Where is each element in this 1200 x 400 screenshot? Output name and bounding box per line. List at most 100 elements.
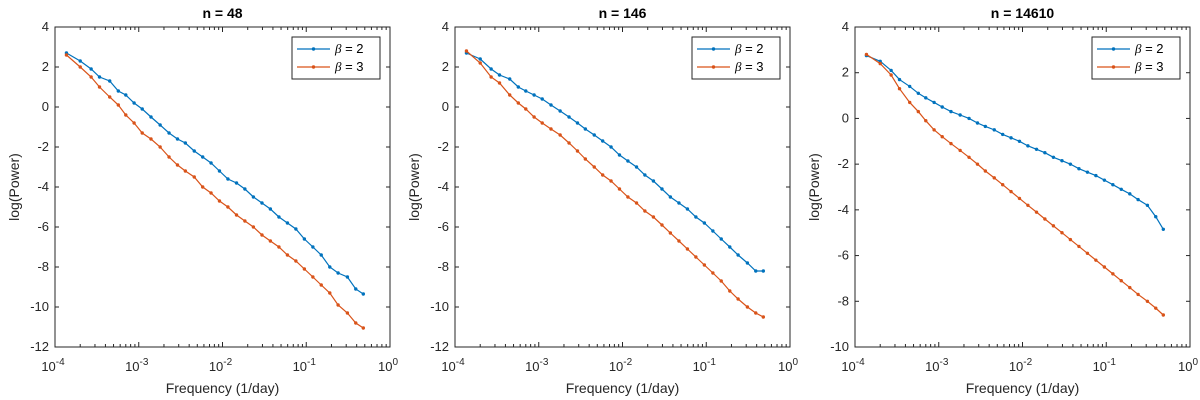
data-point (728, 289, 732, 293)
x-axis-label: Frequency (1/day) (166, 380, 280, 396)
data-point (167, 155, 171, 159)
data-point (583, 157, 588, 161)
data-point (532, 115, 536, 119)
data-point (1128, 192, 1132, 196)
data-point (583, 127, 588, 131)
data-point (736, 297, 740, 301)
y-tick-label: 4 (442, 19, 449, 34)
data-point (932, 100, 936, 105)
y-tick-label: -12 (430, 339, 449, 354)
chart-title: n = 14610 (991, 5, 1055, 21)
data-point (889, 73, 893, 77)
data-point (1154, 306, 1158, 310)
data-point (916, 109, 921, 114)
y-tick-label: -2 (837, 156, 849, 171)
data-point (234, 213, 239, 217)
data-point (1034, 147, 1039, 151)
data-point (992, 176, 996, 180)
data-point (497, 73, 502, 77)
data-point (967, 116, 971, 121)
legend-marker (711, 47, 716, 51)
series-beta-3 (64, 53, 366, 330)
data-point (97, 75, 102, 79)
legend-label: β = 3 (1134, 59, 1164, 74)
data-point (260, 233, 264, 237)
x-tick-label: 10-3 (925, 357, 949, 374)
y-tick-label: 0 (442, 99, 449, 114)
data-point (209, 161, 213, 165)
data-point (149, 115, 153, 119)
data-point (940, 135, 944, 139)
data-point (1051, 155, 1056, 159)
x-tick-label: 10-1 (1093, 357, 1117, 374)
y-tick-label: -2 (437, 139, 449, 154)
data-point (626, 159, 630, 163)
y-tick-label: 2 (842, 65, 849, 80)
data-point (600, 139, 605, 143)
data-point (1136, 292, 1140, 297)
data-point (617, 187, 622, 191)
data-point (108, 79, 112, 83)
data-point (285, 253, 290, 257)
data-point (1161, 313, 1166, 317)
data-point (132, 121, 136, 125)
data-point (524, 107, 528, 111)
data-point (1043, 151, 1047, 155)
data-point (949, 141, 953, 146)
data-point (268, 207, 273, 211)
y-axis-label: log(Power) (6, 153, 22, 221)
data-point (1009, 136, 1013, 140)
data-point (983, 124, 988, 129)
data-point (975, 121, 980, 125)
data-point (540, 121, 544, 125)
data-point (89, 67, 93, 71)
data-point (549, 103, 553, 107)
data-point (924, 96, 928, 100)
data-point (1077, 244, 1081, 249)
data-point (285, 221, 290, 225)
data-point (745, 261, 750, 265)
data-point (754, 311, 758, 315)
y-tick-label: -6 (837, 248, 849, 263)
data-point (234, 181, 239, 185)
data-point (940, 105, 944, 109)
data-point (685, 247, 690, 251)
data-point (361, 292, 366, 296)
data-point (1060, 231, 1064, 235)
data-point (1068, 237, 1073, 242)
y-tick-label: -10 (430, 299, 449, 314)
data-point (932, 128, 936, 132)
data-point (761, 315, 766, 319)
series-beta-2 (64, 51, 366, 296)
y-tick-label: -2 (37, 139, 49, 154)
data-point (1119, 187, 1123, 191)
data-point (78, 65, 82, 69)
legend-label: β = 3 (734, 59, 764, 74)
series-beta-3 (464, 49, 766, 319)
data-point (1000, 132, 1005, 137)
x-tick-label: 100 (378, 357, 398, 374)
data-point (958, 148, 962, 153)
data-point (1102, 265, 1107, 269)
data-point (478, 61, 482, 65)
data-point (516, 101, 521, 105)
data-point (702, 263, 707, 267)
data-point (354, 287, 358, 291)
y-tick-label: -10 (30, 299, 49, 314)
data-point (311, 245, 315, 249)
data-point (217, 169, 222, 173)
data-point (754, 269, 758, 273)
data-point (575, 149, 580, 153)
data-point (567, 115, 571, 119)
data-point (524, 89, 528, 93)
data-point (897, 87, 902, 91)
data-point (311, 275, 315, 279)
legend-label: β = 2 (334, 41, 364, 56)
data-point (958, 113, 962, 117)
data-point (140, 107, 144, 111)
legend: β = 2 β = 3 (1091, 36, 1181, 80)
data-point (226, 205, 230, 209)
data-point (478, 57, 482, 61)
y-tick-label: -6 (437, 219, 449, 234)
